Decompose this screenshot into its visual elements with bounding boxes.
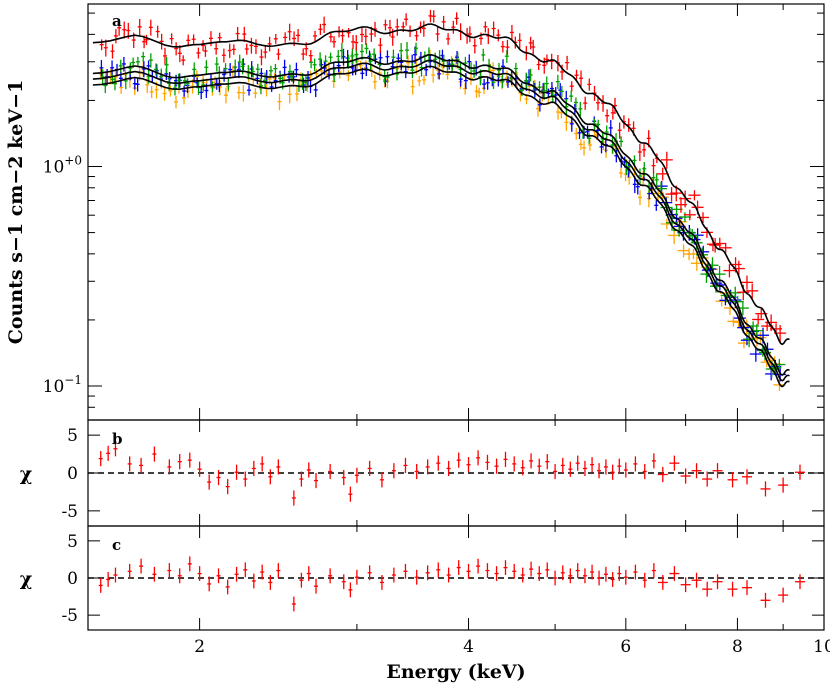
x-tick-label: 8 <box>732 637 743 657</box>
y-tick-label: 0 <box>67 464 78 484</box>
y-tick-label: -5 <box>61 502 78 522</box>
panel-b-letter: b <box>112 430 123 448</box>
x-tick-label: 2 <box>194 637 205 657</box>
panel-c-letter: c <box>112 536 121 554</box>
tick-layer: 2 4 6 8 10 10+0 10−1 -5 0 5 -5 0 5 <box>43 4 830 657</box>
y-tick-label: 5 <box>67 532 78 552</box>
panel-c-y-axis-title: χ <box>20 568 33 590</box>
panel-a-model-layer <box>92 23 790 388</box>
x-tick-label: 10 <box>813 637 830 657</box>
panel-a-letter: a <box>112 12 122 30</box>
x-tick-label: 6 <box>620 637 631 657</box>
model-curve <box>92 59 790 382</box>
y-tick-label: 10+0 <box>43 154 82 178</box>
panel-c-residual-layer <box>88 556 824 612</box>
panel-b-residual-layer <box>88 441 824 506</box>
x-tick-label: 4 <box>463 637 474 657</box>
y-tick-label: -5 <box>61 606 78 626</box>
y-tick-label: 0 <box>67 569 78 589</box>
model-curve <box>92 65 790 388</box>
model-curve <box>92 23 790 346</box>
panel-a-y-axis-title: Counts s−1 cm−2 keV−1 <box>5 80 27 345</box>
panel-b-y-axis-title: χ <box>20 463 33 485</box>
x-axis-title: Energy (keV) <box>386 661 525 683</box>
model-curve <box>92 53 790 377</box>
y-tick-label: 5 <box>67 426 78 446</box>
panel-a-data-layer <box>98 9 787 391</box>
y-tick-label: 10−1 <box>43 373 82 397</box>
